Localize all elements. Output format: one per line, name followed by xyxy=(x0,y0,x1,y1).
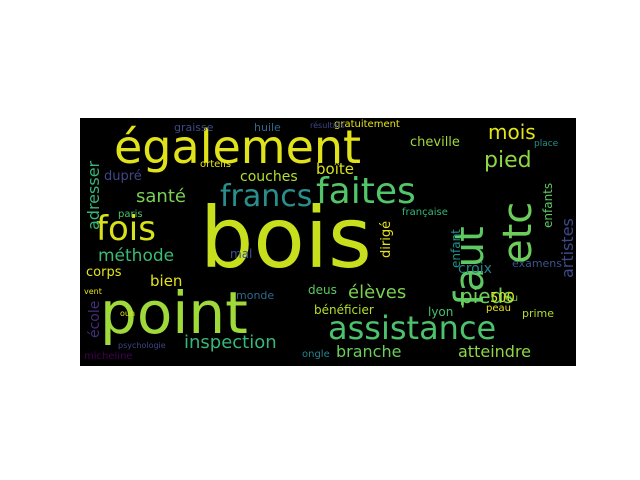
word-atteindre: atteindre xyxy=(458,342,532,361)
word-bien: bien xyxy=(150,272,183,290)
word-francs: francs xyxy=(220,179,313,214)
word-francaise: française xyxy=(402,207,448,218)
word-branche: branche xyxy=(336,342,402,361)
word-cheville: cheville xyxy=(410,135,460,150)
word-boite: boîte xyxy=(316,160,354,178)
word-couches: couches xyxy=(240,169,298,185)
word-mois: mois xyxy=(488,120,536,144)
word-place: place xyxy=(534,139,559,149)
word-vent: vent xyxy=(84,287,102,296)
word-corps: corps xyxy=(86,265,122,280)
word-oun: oun xyxy=(120,309,136,318)
word-huile: huile xyxy=(254,121,281,134)
word-prime: prime xyxy=(522,307,555,320)
word-egalement: également xyxy=(114,120,362,174)
word-mal: mal xyxy=(230,247,253,261)
word-enfant: enfant xyxy=(449,229,463,268)
word-bois: bois xyxy=(200,189,372,287)
word-pieds: pieds xyxy=(460,284,514,308)
word-assistance: assistance xyxy=(328,309,497,347)
word-orteils: orteils xyxy=(200,159,232,170)
word-eleves: élèves xyxy=(348,282,407,303)
word-lyon: lyon xyxy=(428,305,454,319)
word-dirige: dirigé xyxy=(379,220,394,258)
word-methode: méthode xyxy=(98,246,175,266)
word-500: 500 xyxy=(490,291,515,306)
word-enfants: enfants xyxy=(541,182,555,228)
word-etc: etc xyxy=(495,201,541,264)
word-gratuitement: gratuitement xyxy=(334,119,400,130)
word-resultats: résultats xyxy=(310,121,345,130)
word-adresser: adresser xyxy=(84,160,103,230)
word-beneficier: bénéficier xyxy=(314,303,374,317)
word-peau: peau xyxy=(486,303,511,314)
word-point: point xyxy=(100,279,248,347)
word-inspection: inspection xyxy=(184,332,277,353)
word-paris: paris xyxy=(118,209,143,220)
word-psychologie: psychologie xyxy=(118,341,166,350)
word-dupre: dupré xyxy=(104,169,142,184)
word-artistes: artistes xyxy=(558,218,576,278)
word-croix: croix xyxy=(458,261,492,277)
word-deus: deus xyxy=(308,283,337,297)
word-ecole: école xyxy=(87,300,103,338)
word-graisse: graisse xyxy=(174,121,214,134)
word-fois: fois xyxy=(96,209,156,249)
word-sante: santé xyxy=(136,186,186,207)
word-faites: faites xyxy=(316,171,416,212)
word-examens: examens xyxy=(512,257,563,270)
word-lieu: lieu xyxy=(500,293,519,304)
word-micheline: micheline xyxy=(84,351,133,362)
word-monde: monde xyxy=(236,289,275,302)
word-cloud: bois point également assistance faites f… xyxy=(80,118,576,366)
word-ongle: ongle xyxy=(302,349,330,360)
word-pied: pied xyxy=(484,148,532,173)
